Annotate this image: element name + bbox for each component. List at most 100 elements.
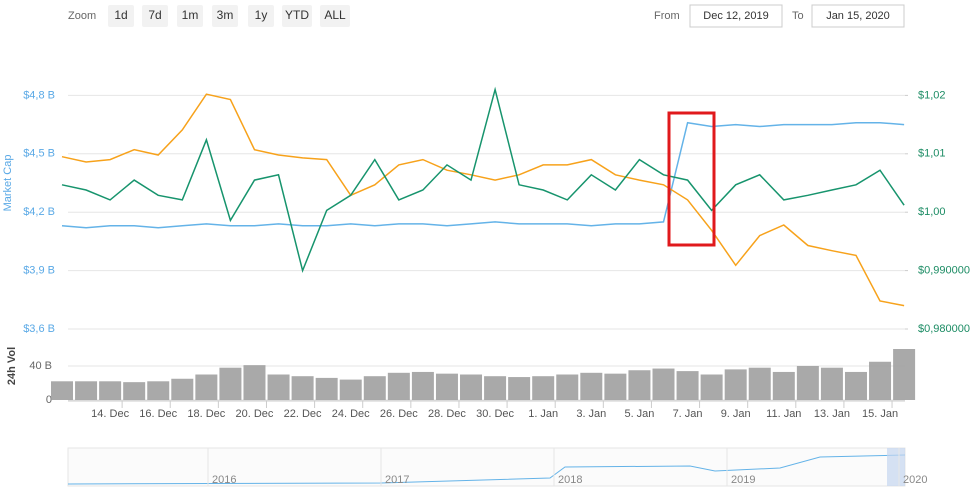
to-input[interactable] xyxy=(811,4,905,28)
zoom-button-label[interactable]: 1d xyxy=(114,8,127,22)
bar xyxy=(363,376,386,400)
navigator-label: 2016 xyxy=(212,474,236,486)
bar xyxy=(123,382,146,400)
bar xyxy=(508,377,531,400)
zoom-button[interactable] xyxy=(212,5,238,27)
x-tick-label: 26. Dec xyxy=(380,408,418,420)
bar xyxy=(772,371,795,400)
bar xyxy=(315,377,338,400)
bar xyxy=(99,381,122,400)
zoom-button-label[interactable]: 1m xyxy=(182,8,199,22)
x-tick-label: 13. Jan xyxy=(814,408,850,420)
bar xyxy=(580,372,603,400)
y-tick-label: $4,2 B xyxy=(23,206,55,218)
from-label: From xyxy=(654,10,680,22)
series-line xyxy=(61,121,905,229)
x-tick-label: 7. Jan xyxy=(673,408,703,420)
bar xyxy=(628,370,651,400)
x-tick-label: 11. Jan xyxy=(766,408,801,420)
y-tick-label: $4,8 B xyxy=(23,89,55,101)
bar xyxy=(532,376,555,400)
bar xyxy=(748,367,771,400)
zoom-label: Zoom xyxy=(68,10,96,22)
bar xyxy=(844,371,867,400)
series-line xyxy=(61,86,905,274)
to-label: To xyxy=(792,10,804,22)
y-tick-label: 0 xyxy=(46,394,52,406)
series-line xyxy=(61,93,905,307)
zoom-button-label[interactable]: 3m xyxy=(217,8,234,22)
x-tick-label: 5. Jan xyxy=(624,408,654,420)
zoom-button[interactable] xyxy=(282,5,312,27)
y-tick-label: $4,5 B xyxy=(23,148,55,160)
x-tick-label: 9. Jan xyxy=(721,408,751,420)
y-axis-title: 24h Vol xyxy=(6,347,18,385)
bar xyxy=(51,381,73,400)
bar xyxy=(556,374,579,400)
to-value[interactable]: Jan 15, 2020 xyxy=(826,10,890,22)
navigator-label: 2018 xyxy=(558,474,582,486)
bar xyxy=(387,372,410,400)
bar xyxy=(893,349,916,400)
x-tick-label: 30. Dec xyxy=(476,408,514,420)
y-tick-label: $3,6 B xyxy=(23,323,55,335)
bar xyxy=(171,378,194,400)
navigator-selection[interactable] xyxy=(887,448,905,486)
bar xyxy=(339,379,362,400)
y2-tick-label: $1,00 xyxy=(918,206,946,218)
y2-tick-label: $1,02 xyxy=(918,89,946,101)
zoom-button-label[interactable]: 1y xyxy=(255,8,268,22)
bar xyxy=(484,376,507,400)
bar xyxy=(267,374,290,400)
navigator-label: 2019 xyxy=(731,474,755,486)
x-tick-label: 14. Dec xyxy=(91,408,129,420)
x-tick-label: 28. Dec xyxy=(428,408,466,420)
from-input[interactable] xyxy=(689,4,783,28)
bar xyxy=(291,376,314,400)
bar xyxy=(243,365,266,400)
bar xyxy=(460,374,483,400)
bar xyxy=(869,361,892,400)
zoom-button[interactable] xyxy=(248,5,274,27)
navigator-label: 2020 xyxy=(903,474,927,486)
x-tick-label: 3. Jan xyxy=(576,408,606,420)
bar xyxy=(435,373,458,400)
bar xyxy=(700,374,723,400)
y2-tick-label: $0,980000 xyxy=(918,323,970,335)
navigator-line xyxy=(67,454,906,485)
from-value[interactable]: Dec 12, 2019 xyxy=(703,10,768,22)
zoom-button[interactable] xyxy=(142,5,168,27)
bar xyxy=(411,371,434,400)
y-tick-label: $3,9 B xyxy=(23,265,55,277)
x-tick-label: 16. Dec xyxy=(139,408,177,420)
bar xyxy=(147,381,170,400)
bar xyxy=(195,374,218,400)
x-tick-label: 22. Dec xyxy=(284,408,322,420)
y2-tick-label: $0,990000 xyxy=(918,265,970,277)
bar xyxy=(75,381,98,400)
highlight-box xyxy=(667,111,716,247)
bar xyxy=(676,371,699,400)
x-tick-label: 20. Dec xyxy=(236,408,274,420)
zoom-button-label[interactable]: 7d xyxy=(148,8,161,22)
bar xyxy=(724,369,747,400)
x-tick-label: 1. Jan xyxy=(528,408,558,420)
bar xyxy=(219,367,242,400)
bar xyxy=(604,373,627,400)
zoom-button[interactable] xyxy=(177,5,203,27)
navigator-label: 2017 xyxy=(385,474,409,486)
zoom-button-label[interactable]: YTD xyxy=(285,8,309,22)
y2-tick-label: $1,01 xyxy=(918,148,946,160)
y-tick-label: 40 B xyxy=(29,360,52,372)
bar xyxy=(820,367,843,400)
y-axis-title: Market Cap xyxy=(2,155,14,212)
x-tick-label: 18. Dec xyxy=(187,408,225,420)
zoom-button[interactable] xyxy=(108,5,134,27)
zoom-button-label[interactable]: ALL xyxy=(324,8,346,22)
zoom-button[interactable] xyxy=(320,5,350,27)
bar xyxy=(796,366,819,400)
bar xyxy=(652,368,675,400)
x-tick-label: 24. Dec xyxy=(332,408,370,420)
